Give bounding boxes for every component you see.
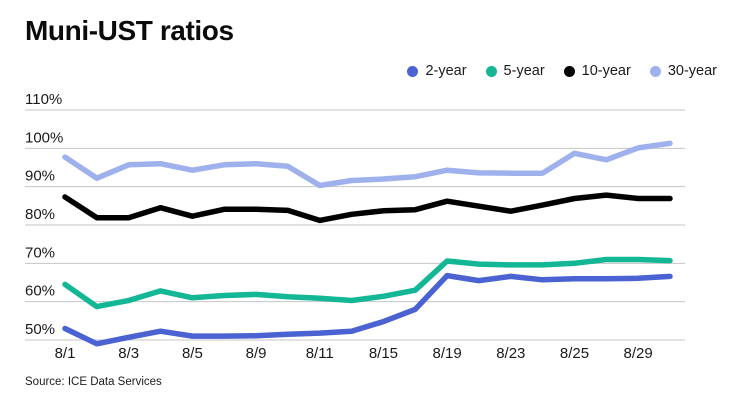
- legend-label: 5-year: [503, 63, 545, 79]
- series-line-10-year: [62, 192, 673, 224]
- y-tick-label: 60%: [25, 283, 55, 300]
- series-line-5-year: [62, 256, 673, 310]
- legend-label: 30-year: [667, 63, 717, 79]
- y-tick-label: 50%: [25, 321, 55, 338]
- legend-dot-30-year: [649, 65, 661, 77]
- source-note: Source: ICE Data Services: [25, 376, 162, 388]
- y-tick-label: 110%: [25, 91, 62, 108]
- legend-label: 2-year: [425, 63, 467, 79]
- x-tick-label: 8/25: [560, 345, 589, 362]
- y-tick-label: 100%: [25, 129, 63, 146]
- x-tick-label: 8/11: [306, 345, 334, 362]
- legend-item-5-year: 5-year: [485, 63, 545, 79]
- x-tick-label: 8/5: [182, 345, 203, 362]
- series-line-2-year: [62, 272, 673, 347]
- legend-dot-2-year: [407, 65, 419, 77]
- legend-dot-10-year: [563, 65, 575, 77]
- series-line-30-year: [62, 140, 673, 189]
- x-tick-label: 8/1: [55, 345, 76, 362]
- x-tick-label: 8/3: [118, 345, 139, 362]
- x-tick-label: 8/23: [496, 345, 525, 362]
- x-tick-label: 8/15: [369, 345, 398, 362]
- y-tick-label: 70%: [25, 244, 55, 261]
- x-tick-label: 8/19: [433, 345, 462, 362]
- legend-dot-5-year: [485, 65, 497, 77]
- x-tick-label: 8/29: [624, 345, 653, 362]
- legend-label: 10-year: [581, 63, 631, 79]
- legend-item-2-year: 2-year: [407, 63, 467, 79]
- legend-item-10-year: 10-year: [563, 63, 631, 79]
- x-tick-label: 8/9: [246, 345, 267, 362]
- legend-item-30-year: 30-year: [649, 63, 717, 79]
- y-tick-label: 80%: [25, 206, 55, 223]
- chart-legend: 2-year 5-year 10-year 30-year: [407, 63, 717, 79]
- y-tick-label: 90%: [25, 168, 55, 185]
- chart-title: Muni-UST ratios: [25, 15, 234, 46]
